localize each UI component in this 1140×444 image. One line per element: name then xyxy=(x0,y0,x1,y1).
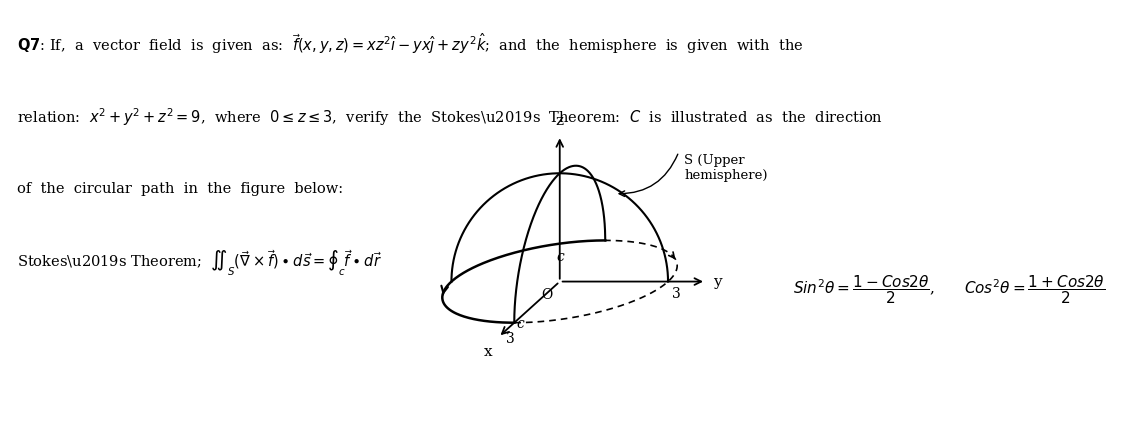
Text: of  the  circular  path  in  the  figure  below:: of the circular path in the figure below… xyxy=(17,182,343,196)
Text: $Cos^2\theta = \dfrac{1 + Cos2\theta}{2}$: $Cos^2\theta = \dfrac{1 + Cos2\theta}{2}… xyxy=(964,273,1106,306)
Text: 3: 3 xyxy=(506,332,514,345)
Text: $\bf{Q7}$: If,  a  vector  field  is  given  as:  $\vec{f}(x, y, z) = xz^2\hat{\: $\bf{Q7}$: If, a vector field is given a… xyxy=(17,31,804,56)
Text: S (Upper
hemisphere): S (Upper hemisphere) xyxy=(684,154,767,182)
Text: 3: 3 xyxy=(673,287,681,301)
Text: $Sin^2\theta = \dfrac{1 - Cos2\theta}{2}$,: $Sin^2\theta = \dfrac{1 - Cos2\theta}{2}… xyxy=(793,273,936,306)
Text: c: c xyxy=(556,250,563,264)
Text: O: O xyxy=(540,288,552,302)
Text: relation:  $x^2 + y^2 + z^2 = 9$,  where  $0 \leq z \leq 3$,  verify  the  Stoke: relation: $x^2 + y^2 + z^2 = 9$, where $… xyxy=(17,107,884,128)
Text: y: y xyxy=(714,274,722,289)
Text: Stokes\u2019s Theorem;  $\iint_S (\vec{\nabla}\times\vec{f}) \bullet d\vec{s} = : Stokes\u2019s Theorem; $\iint_S (\vec{\n… xyxy=(17,249,382,278)
Text: c: c xyxy=(516,317,524,331)
Text: z: z xyxy=(555,114,564,128)
Text: x: x xyxy=(484,345,492,359)
